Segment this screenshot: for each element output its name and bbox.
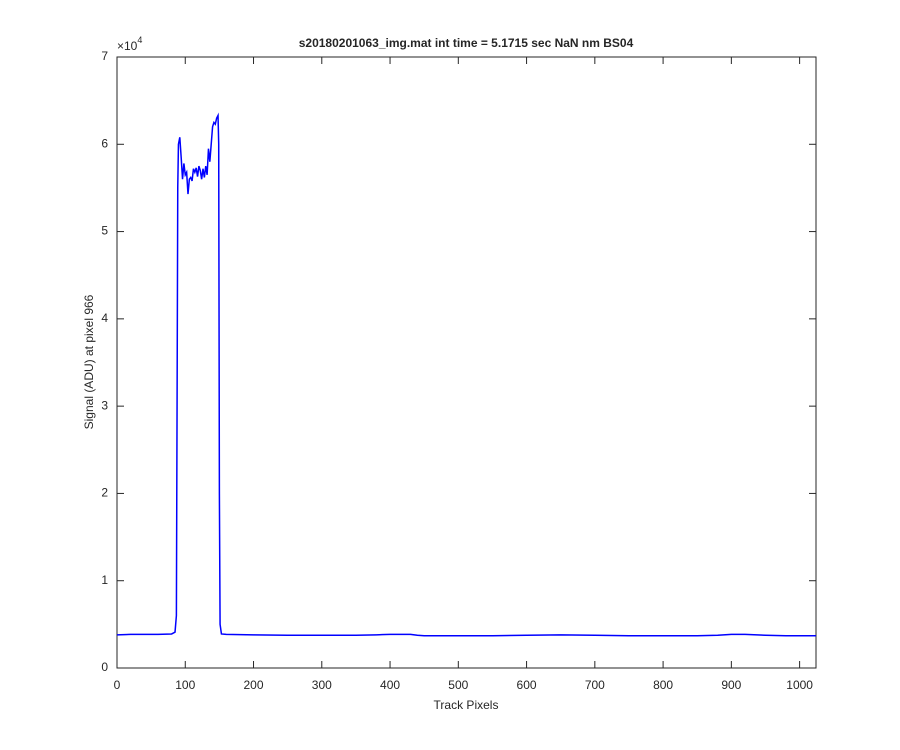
y-tick-label: 6 (101, 136, 108, 150)
plot-box (116, 56, 817, 669)
y-tick-label: 1 (101, 573, 108, 587)
y-tick-label: 4 (101, 311, 108, 325)
x-tick-label: 600 (517, 678, 537, 692)
x-axis-label: Track Pixels (434, 698, 499, 712)
y-axis-label: Signal (ADU) at pixel 966 (82, 294, 96, 429)
x-tick-label: 0 (114, 678, 121, 692)
y-multiplier-base: ×10 (117, 39, 138, 53)
x-tick-label: 200 (244, 678, 264, 692)
y-tick-label: 0 (101, 660, 108, 674)
y-tick-label: 2 (101, 486, 108, 500)
y-tick-label: 3 (101, 398, 108, 412)
x-tick-label: 900 (721, 678, 741, 692)
y-multiplier: ×104 (117, 35, 142, 53)
x-tick-label: 400 (380, 678, 400, 692)
chart-title: s20180201063_img.mat int time = 5.1715 s… (299, 36, 634, 50)
x-tick-label: 1000 (786, 678, 813, 692)
y-tick-label: 7 (101, 49, 108, 63)
x-tick-label: 500 (448, 678, 468, 692)
x-tick-label: 100 (175, 678, 195, 692)
x-tick-label: 800 (653, 678, 673, 692)
y-tick-label: 5 (101, 224, 108, 238)
y-multiplier-exponent: 4 (137, 35, 142, 45)
data-line (116, 112, 816, 637)
x-tick-label: 300 (312, 678, 332, 692)
x-tick-label: 700 (585, 678, 605, 692)
